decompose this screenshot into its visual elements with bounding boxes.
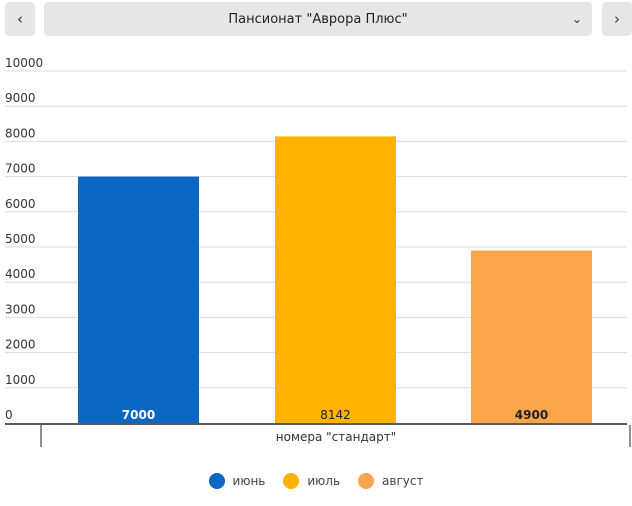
data-label: 7000: [122, 408, 155, 422]
data-label: 8142: [320, 408, 351, 422]
y-tick-label: 0: [5, 408, 13, 422]
bar-chart: 0 1000 2000 3000 4000 5000 6000 7000 8000 9000 100…: [5, 56, 631, 447]
y-tick-label: 2000: [5, 338, 36, 352]
y-tick-label: 8000: [5, 126, 36, 140]
legend-color-dot: [358, 473, 375, 489]
legend-label: июнь: [232, 474, 266, 488]
object-select[interactable]: Пансионат "Аврора Плюс" ⌄: [44, 2, 592, 36]
y-tick-label: 6000: [5, 197, 36, 211]
y-tick-label: 1000: [5, 373, 36, 387]
chevron-left-icon: ‹: [17, 10, 23, 28]
data-label: 4900: [515, 408, 548, 422]
previous-button[interactable]: ‹: [5, 2, 35, 36]
legend-label: июль: [307, 474, 341, 488]
legend-color-dot: [208, 473, 225, 489]
y-tick-label: 7000: [5, 162, 36, 176]
legend-item[interactable]: август: [358, 473, 423, 489]
chevron-right-icon: ›: [614, 10, 620, 28]
chevron-down-icon: ⌄: [571, 12, 582, 26]
object-select-value: Пансионат "Аврора Плюс": [228, 11, 408, 27]
chart-navigation: ‹ Пансионат "Аврора Плюс" ⌄ ›: [0, 0, 632, 40]
legend-label: август: [382, 474, 424, 488]
y-tick-label: 3000: [5, 302, 36, 316]
x-tick-label: номера "стандарт": [276, 430, 397, 444]
y-tick-label: 4000: [5, 267, 36, 281]
legend-item[interactable]: июнь: [208, 473, 266, 489]
bar-2: [275, 136, 396, 423]
legend-item[interactable]: июль: [283, 473, 340, 489]
next-button[interactable]: ›: [602, 2, 632, 36]
legend-color-dot: [283, 473, 300, 489]
y-tick-label: 9000: [5, 91, 36, 105]
y-tick-label: 5000: [5, 232, 36, 246]
chart-legend: июнь июль август: [0, 470, 632, 492]
bar-3: [471, 250, 592, 423]
y-tick-label: 10000: [5, 56, 43, 70]
bar-1: [78, 176, 199, 423]
